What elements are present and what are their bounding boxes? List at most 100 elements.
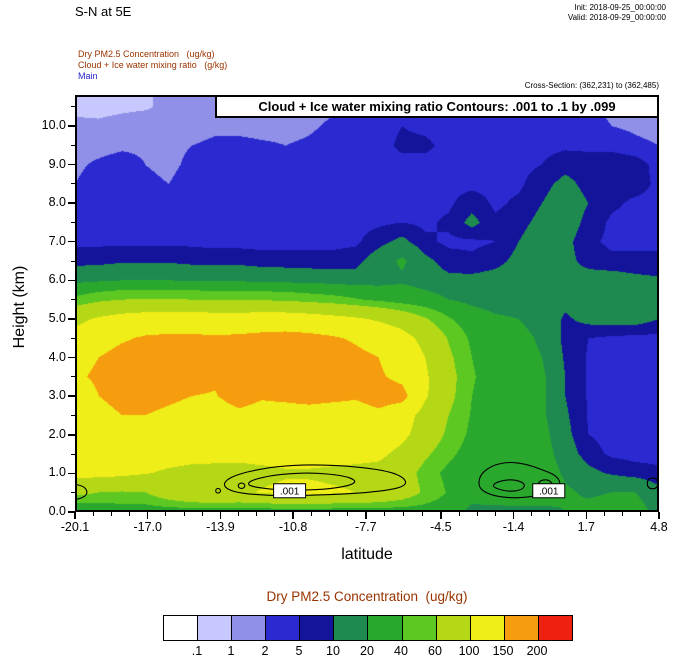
colorbar-cell	[435, 616, 470, 640]
colorbar-label: .1	[191, 644, 203, 658]
x-minor-tick	[310, 512, 312, 516]
valid-time: Valid: 2018-09-29_00:00:00	[567, 13, 666, 22]
filled-contour-canvas	[75, 95, 659, 512]
cloud-ice-contour	[237, 482, 246, 489]
y-minor-tick	[71, 106, 75, 108]
x-tick-label: 1.7	[577, 520, 595, 534]
x-minor-tick	[640, 512, 642, 516]
x-minor-tick	[531, 512, 533, 516]
y-minor-tick	[71, 183, 75, 185]
plot-inner-title: Cloud + Ice water mixing ratio Contours:…	[215, 95, 659, 118]
y-minor-tick	[71, 453, 75, 455]
x-minor-tick	[421, 512, 423, 516]
x-minor-tick	[256, 512, 258, 516]
colorbar-cell	[231, 616, 266, 640]
x-minor-tick	[165, 512, 167, 516]
contour-label-box	[532, 483, 566, 499]
y-tick-label: 5.0	[48, 310, 66, 325]
x-minor-tick	[92, 512, 94, 516]
contour-label: .001	[539, 486, 559, 497]
y-tick-label: 4.0	[48, 349, 66, 364]
y-tick-label: 7.0	[48, 233, 66, 248]
x-minor-tick	[110, 512, 112, 516]
x-axis-label: latitude	[341, 546, 393, 563]
x-tick-label: -13.9	[206, 520, 235, 534]
y-tick	[68, 472, 75, 475]
colorbar-cell	[164, 616, 198, 640]
y-tick-label: 2.0	[48, 426, 66, 441]
y-tick-label: 9.0	[48, 156, 66, 171]
field-label-cloud-ice: Cloud + Ice water mixing ratio (g/kg)	[78, 60, 228, 70]
y-tick	[68, 318, 75, 320]
y-tick	[68, 395, 75, 397]
y-tick-label: 8.0	[48, 195, 66, 210]
y-tick	[68, 279, 75, 282]
colorbar-label: 20	[360, 644, 374, 658]
cloud-ice-contour	[646, 477, 659, 490]
x-minor-tick	[567, 512, 569, 516]
x-tick-label: 4.8	[650, 520, 668, 534]
y-minor-tick	[71, 376, 75, 378]
x-tick	[512, 512, 515, 519]
y-tick-label: 10.0	[41, 117, 66, 132]
y-tick	[68, 511, 75, 513]
x-tick-label: -10.8	[278, 520, 308, 534]
x-minor-tick	[402, 512, 404, 516]
colorbar-cell	[469, 616, 504, 640]
page-title: S-N at 5E	[75, 4, 132, 19]
colorbar-cell	[401, 616, 436, 640]
cloud-ice-contour	[215, 487, 221, 494]
colorbar-cell	[367, 616, 402, 640]
x-tick-label: -17.0	[133, 520, 162, 534]
colorbar-label: 40	[394, 644, 408, 658]
x-minor-tick	[347, 512, 349, 516]
x-tick	[365, 512, 367, 519]
x-tick	[219, 512, 222, 519]
init-time: Init: 2018-09-25_00:00:00	[574, 3, 666, 12]
colorbar-label: 100	[458, 644, 480, 658]
y-minor-tick	[71, 260, 75, 262]
colorbar-label: 1	[227, 644, 235, 658]
x-minor-tick	[476, 512, 478, 516]
y-tick-label: 6.0	[48, 272, 66, 287]
x-minor-tick	[384, 512, 386, 516]
x-minor-tick	[622, 512, 624, 516]
colorbar-cell	[197, 616, 232, 640]
x-tick	[74, 512, 76, 519]
x-tick	[292, 512, 294, 519]
colorbar-label: 2	[261, 644, 269, 658]
colorbar-label: 150	[492, 644, 514, 658]
y-minor-tick	[71, 221, 75, 223]
legend-title: Dry PM2.5 Concentration (ug/kg)	[266, 589, 468, 604]
y-minor-tick	[71, 414, 75, 416]
y-tick-label: 3.0	[48, 388, 66, 403]
y-minor-tick	[71, 144, 75, 146]
x-minor-tick	[549, 512, 551, 516]
y-tick-label: 1.0	[48, 465, 66, 480]
colorbar-label: 10	[326, 644, 340, 658]
x-tick	[585, 512, 588, 519]
y-minor-tick	[71, 492, 75, 494]
x-tick-label: -4.5	[430, 520, 452, 534]
colorbar-cell	[503, 616, 538, 640]
x-minor-tick	[494, 512, 496, 516]
contour-label-box	[273, 483, 307, 499]
y-axis-label: Height (km)	[11, 265, 28, 349]
cloud-ice-contour	[492, 479, 525, 492]
cross-section-info: Cross-Section: (362,231) to (362,485)	[524, 81, 659, 90]
x-minor-tick	[603, 512, 605, 516]
y-tick	[68, 356, 75, 359]
x-minor-tick	[274, 512, 276, 516]
x-minor-tick	[458, 512, 460, 516]
colorbar-cell	[537, 616, 572, 640]
colorbar-label: 200	[526, 644, 548, 658]
y-tick-label: 0.0	[48, 504, 66, 518]
x-minor-tick	[328, 512, 330, 516]
colorbar-label: 5	[295, 644, 303, 658]
plot-area: .001 .001 Cloud + Ice water mixing ratio …	[75, 95, 659, 512]
y-minor-tick	[71, 299, 75, 301]
x-minor-tick	[238, 512, 240, 516]
y-tick	[68, 163, 75, 166]
x-tick-label: -20.1	[60, 520, 90, 534]
